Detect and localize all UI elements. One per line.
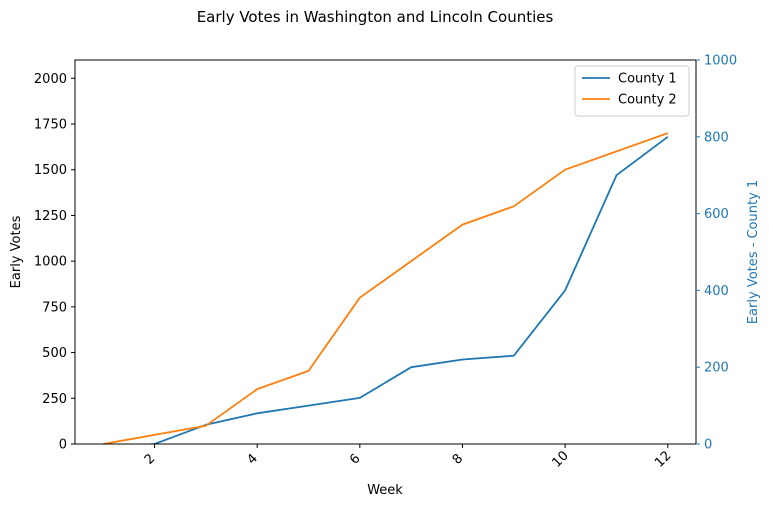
y2-tick-label: 1000 <box>704 54 737 69</box>
series-line <box>103 132 669 444</box>
legend-label: County 1 <box>618 72 677 87</box>
chart-title: Early Votes in Washington and Lincoln Co… <box>197 8 554 26</box>
x-tick-label: 8 <box>450 451 466 467</box>
y2-tick-label: 0 <box>704 438 712 453</box>
y-tick-label: 750 <box>42 300 67 315</box>
x-tick-label: 6 <box>347 451 363 467</box>
y2-tick-label: 400 <box>704 284 729 299</box>
plot-frame <box>74 59 697 445</box>
x-tick-label: 12 <box>652 448 674 470</box>
y-tick-label: 500 <box>42 346 67 361</box>
y2-tick-label: 200 <box>704 361 729 376</box>
x-tick-label: 2 <box>142 451 158 467</box>
y-tick-label: 1250 <box>34 209 67 224</box>
legend: County 1 County 2 <box>574 65 690 117</box>
y2-axis-label: Early Votes - County 1 <box>746 180 761 324</box>
y2-tick-label: 800 <box>704 130 729 145</box>
y-tick-label: 0 <box>59 438 67 453</box>
y-tick-label: 1500 <box>34 163 67 178</box>
x-axis-label: Week <box>367 483 403 498</box>
y-tick-label: 1000 <box>34 255 67 270</box>
series-line <box>142 136 669 444</box>
x-tick-label: 10 <box>549 448 571 470</box>
y-tick-label: 250 <box>42 392 67 407</box>
plot-lines <box>103 132 669 444</box>
y-axis-label: Early Votes <box>9 215 24 288</box>
y-tick-label: 2000 <box>34 72 67 87</box>
y2-tick-label: 600 <box>704 207 729 222</box>
y-tick-label: 1750 <box>34 118 67 133</box>
axes: 2 4 6 8 10 12 0 250 500 750 1000 1250 1500 1750 2000 0 2… <box>34 54 737 471</box>
x-tick-label: 4 <box>244 451 260 467</box>
legend-label: County 2 <box>618 93 677 108</box>
